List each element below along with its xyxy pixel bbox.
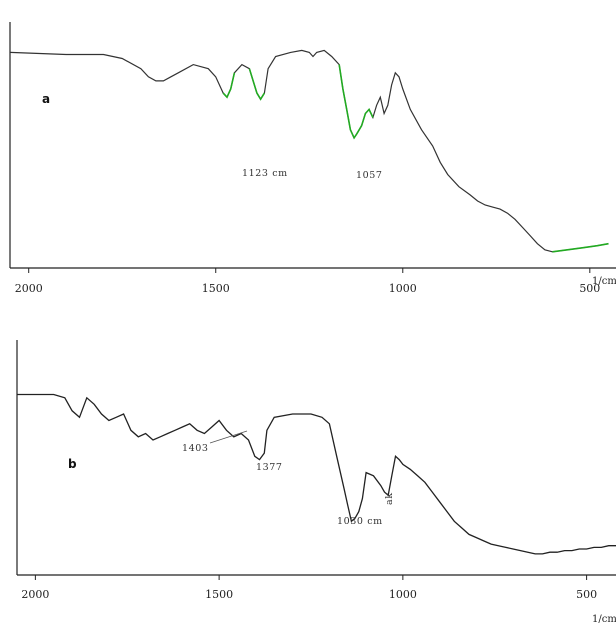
highlight-segment-2 xyxy=(338,64,374,140)
panel-b-annotation-1403: 1403 xyxy=(182,443,209,454)
highlight-segment-0 xyxy=(222,72,236,99)
panel-b-small-mark-icon: ak xyxy=(384,492,395,505)
svg-text:ak: ak xyxy=(384,492,395,505)
x-tick-label: 1000 xyxy=(389,282,417,295)
panel-a-highlight-segments xyxy=(222,64,609,253)
panel-b-x-ticks: 2000 1500 1000 500 xyxy=(21,575,597,601)
x-tick-label: 2000 xyxy=(15,282,43,295)
panel-a-annotation-1057: 1057 xyxy=(356,170,383,181)
highlight-segment-3 xyxy=(552,242,609,253)
x-tick-label: 1500 xyxy=(202,282,230,295)
panel-a-x-ticks: 2000 1500 1000 500 xyxy=(15,268,600,295)
panel-a: 2000 1500 1000 500 a 1/cm 1123 cm 1057 xyxy=(9,22,616,295)
panel-b-annotation-1030: 1030 cm xyxy=(337,516,383,527)
x-tick-label: 500 xyxy=(576,588,597,601)
highlight-segment-1 xyxy=(248,68,266,101)
panel-b-label: b xyxy=(68,457,77,471)
panel-a-spectrum-line xyxy=(9,49,609,253)
x-tick-label: 1500 xyxy=(205,588,233,601)
x-tick-label: 2000 xyxy=(21,588,49,601)
x-tick-label: 1000 xyxy=(389,588,417,601)
panel-b-annotation-1377: 1377 xyxy=(256,462,283,473)
panel-a-annotation-1123: 1123 cm xyxy=(242,168,288,179)
panel-b-spectrum-line xyxy=(17,393,616,555)
x-tick-label: 500 xyxy=(579,282,600,295)
panel-a-label: a xyxy=(42,92,50,106)
panel-b: 2000 1500 1000 500 b 1/cm 1403 1377 1030 cm… xyxy=(16,340,616,625)
panel-a-unit-label: 1/cm xyxy=(592,276,616,287)
panel-b-unit-label: 1/cm xyxy=(592,614,616,625)
panel-b-annotation-pointer xyxy=(209,430,248,444)
